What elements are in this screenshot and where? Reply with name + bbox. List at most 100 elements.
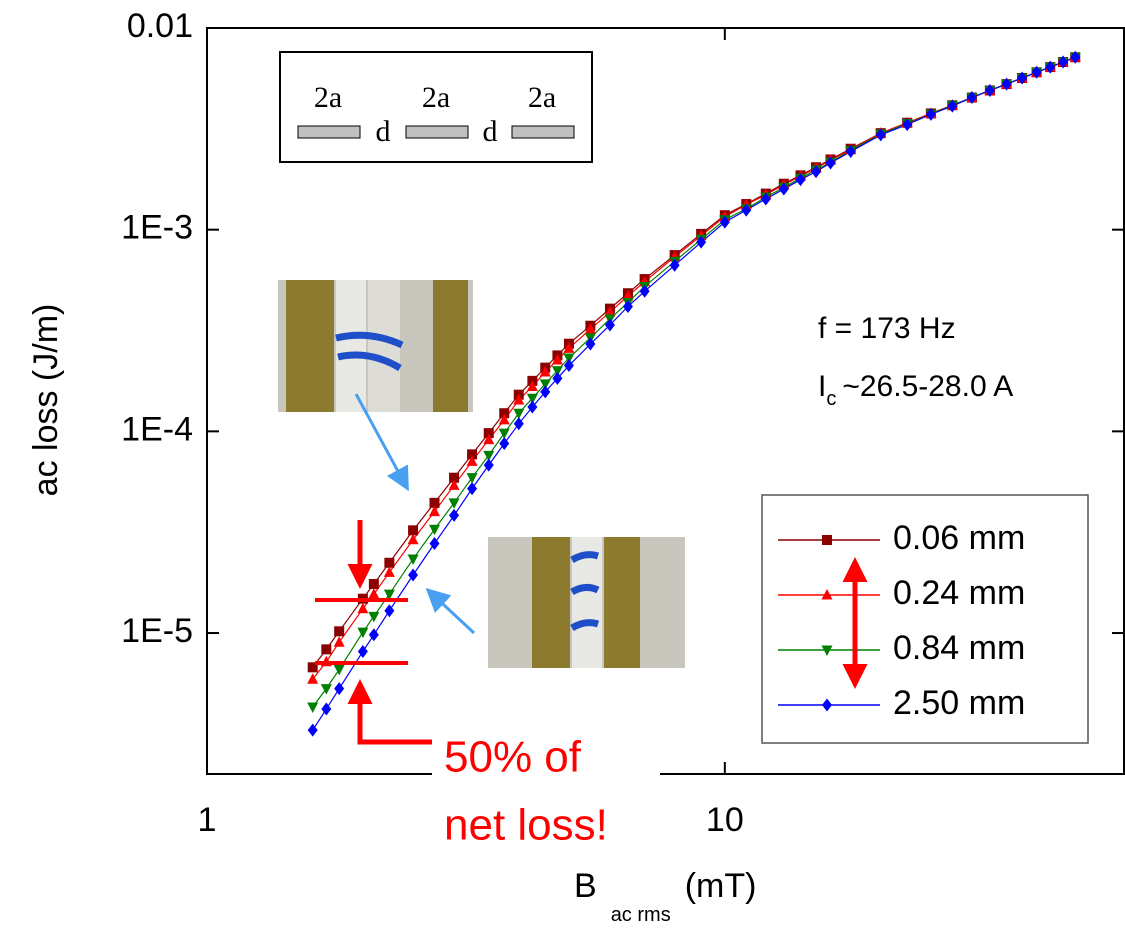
- marker: [822, 698, 832, 712]
- marker: [383, 589, 395, 601]
- symbol: I: [818, 370, 826, 403]
- x-tick-label: 10: [706, 801, 744, 839]
- marker: [604, 318, 615, 332]
- marker: [428, 524, 440, 536]
- marker: [741, 203, 752, 217]
- marker: [696, 235, 707, 249]
- legend-label: 0.24 mm: [893, 574, 1025, 612]
- photo-strip: [368, 280, 400, 412]
- marker: [368, 588, 380, 599]
- symbol: B: [574, 867, 597, 905]
- note: net loss!: [444, 801, 608, 850]
- y-tick-label: 1E-4: [121, 410, 193, 448]
- marker: [321, 644, 332, 655]
- marker: [513, 417, 524, 431]
- marker: [321, 702, 332, 716]
- photo-mark: [335, 331, 404, 372]
- marker: [513, 408, 525, 420]
- legend-label: 0.84 mm: [893, 629, 1025, 667]
- marker: [811, 165, 822, 179]
- x-tick-label: 1: [198, 801, 217, 839]
- value-text: ~26.5-28.0 A: [842, 370, 1013, 403]
- legend-item: 0.84 mm: [778, 629, 1025, 667]
- strip: [511, 125, 575, 139]
- marker: [333, 664, 345, 676]
- marker: [563, 359, 574, 373]
- photo-strip: [532, 537, 570, 668]
- y-axis-title: ac loss (J/m): [27, 304, 65, 497]
- legend-item: 2.50 mm: [778, 684, 1025, 722]
- marker: [552, 371, 563, 385]
- legend-label: 2.50 mm: [893, 684, 1025, 722]
- strip: [297, 125, 361, 139]
- marker: [407, 554, 419, 565]
- note: 50% of: [444, 733, 582, 782]
- marker: [368, 579, 379, 590]
- marker: [467, 449, 478, 460]
- marker: [825, 156, 836, 170]
- marker: [845, 145, 856, 159]
- note-background: [432, 722, 660, 812]
- photo-strip: [336, 280, 366, 412]
- marker: [966, 91, 977, 105]
- gap-label: d: [376, 115, 391, 148]
- marker: [499, 437, 510, 451]
- photo: [488, 537, 685, 668]
- marker: [307, 702, 319, 713]
- marker: [760, 192, 771, 206]
- marker: [357, 602, 369, 614]
- marker: [563, 342, 575, 353]
- x-axis-title: Bac rms (mT): [574, 867, 756, 926]
- marker: [1001, 77, 1012, 91]
- marker: [483, 458, 494, 472]
- marker: [466, 473, 478, 484]
- marker: [320, 684, 332, 695]
- marker: [526, 393, 538, 405]
- width-label: 2a: [528, 81, 556, 114]
- marker: [875, 128, 886, 142]
- width-label: 2a: [422, 81, 450, 114]
- marker: [449, 472, 460, 483]
- gap-label: d: [483, 115, 498, 148]
- unit: (mT): [685, 867, 757, 905]
- plot-marks: [206, 27, 1124, 774]
- legend: 0.06 mm 0.24 mm 0.84 mm 2.50 mm: [761, 494, 1089, 744]
- y-tick-label: 1E-5: [121, 612, 193, 650]
- marker: [639, 284, 650, 298]
- photo-strip: [286, 280, 334, 412]
- marker: [499, 408, 510, 419]
- marker: [467, 482, 478, 496]
- marker: [368, 611, 380, 623]
- marker: [307, 673, 319, 684]
- arrow: [347, 679, 432, 745]
- marker: [584, 323, 596, 334]
- marker: [483, 450, 495, 462]
- marker: [466, 455, 478, 466]
- marker: [408, 568, 419, 582]
- marker: [408, 525, 419, 536]
- y-tick-label: 0.01: [127, 7, 193, 45]
- marker: [551, 366, 563, 377]
- marker: [822, 535, 832, 545]
- marker: [513, 394, 525, 405]
- marker: [407, 533, 419, 545]
- marker: [947, 99, 958, 113]
- legend-label: 0.06 mm: [893, 519, 1025, 557]
- marker: [1045, 60, 1056, 74]
- marker: [551, 353, 563, 365]
- marker: [821, 589, 833, 600]
- marker: [1058, 55, 1069, 69]
- y-tick-label: 1E-3: [121, 209, 193, 247]
- marker: [448, 479, 460, 490]
- legend-box: [761, 494, 1089, 744]
- marker: [539, 365, 551, 377]
- pointer-arrow: [425, 587, 476, 635]
- photo-mark: [570, 551, 600, 632]
- marker: [334, 626, 345, 637]
- marker: [333, 636, 345, 647]
- schematic: 2a 2a 2a d d: [279, 51, 593, 163]
- marker: [429, 536, 440, 550]
- loss-annotation: 50% of net loss!: [315, 520, 660, 850]
- marker: [483, 433, 495, 445]
- marker: [821, 645, 833, 656]
